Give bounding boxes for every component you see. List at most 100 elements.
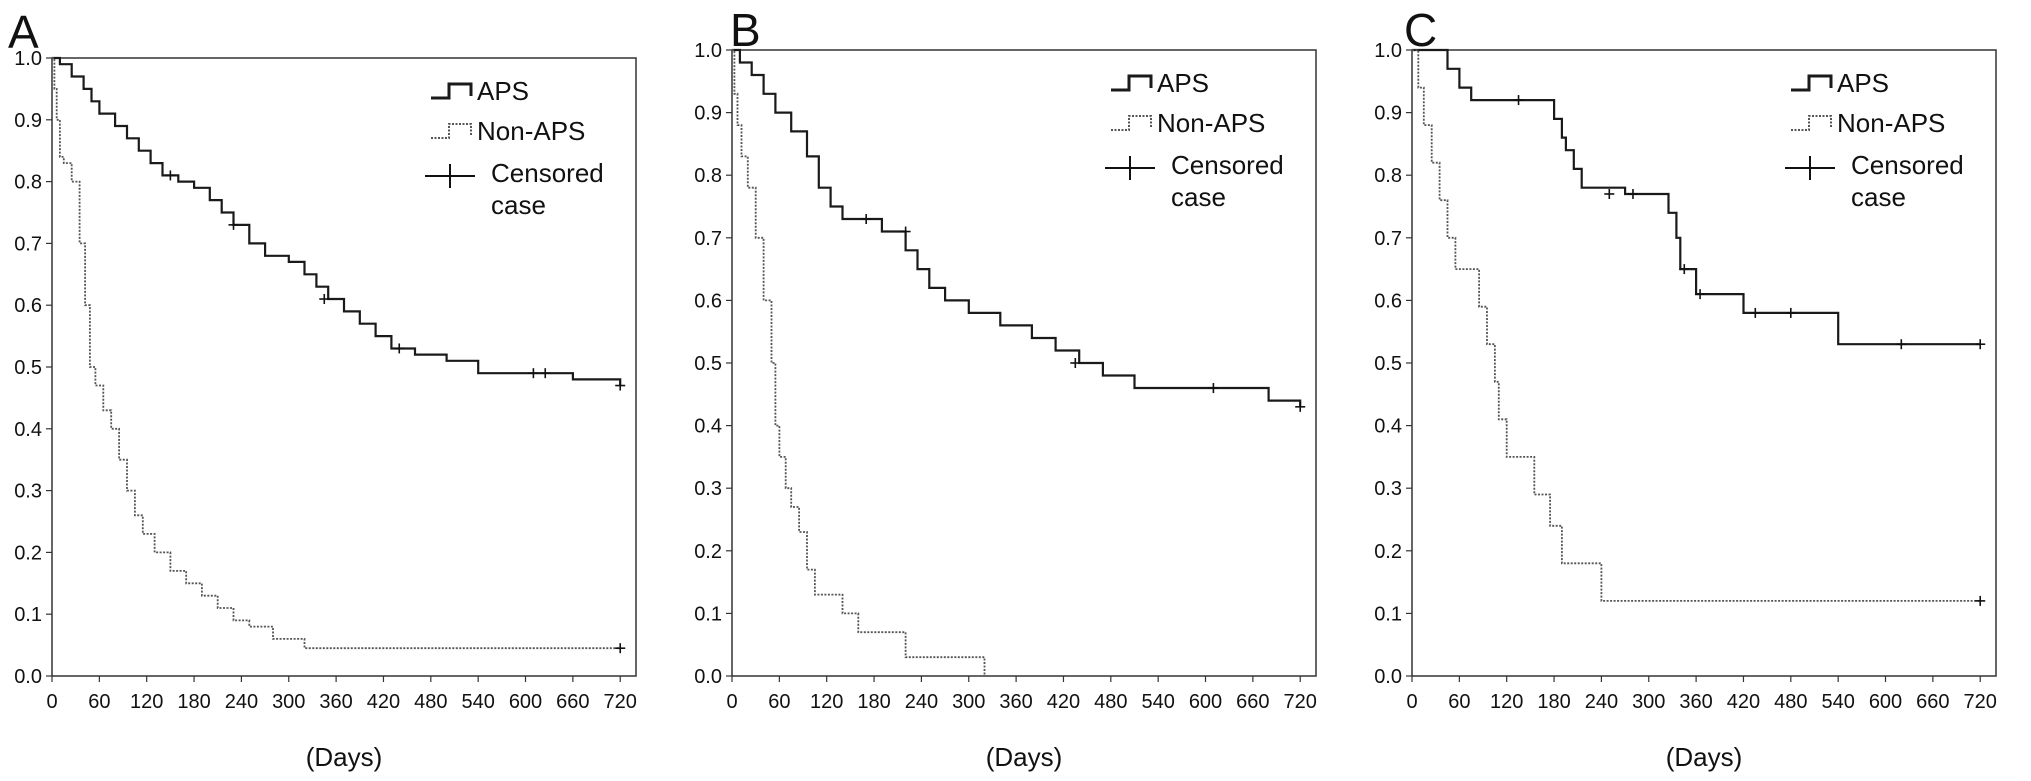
y-tick-label: 1.0: [694, 40, 722, 62]
censored-mark: [319, 294, 330, 305]
y-tick-label: 0.8: [694, 165, 722, 187]
x-tick-label: 360: [319, 691, 352, 713]
legend-key-non-aps: [1791, 115, 1832, 131]
legend: APS Non-APS Censored case: [425, 76, 604, 220]
y-tick-label: 0.5: [1374, 353, 1402, 375]
y-tick-label: 0.6: [694, 290, 722, 312]
y-tick-label: 0.9: [14, 110, 42, 132]
legend-key-non-aps: [1111, 115, 1152, 131]
legend-label-censored: Censored case: [1851, 150, 1964, 212]
legend-label-aps: APS: [1837, 68, 1889, 98]
censored-mark: [1975, 595, 1986, 606]
censored-mark: [861, 214, 872, 225]
x-tick-label: 720: [1284, 691, 1317, 713]
y-tick-label: 0.8: [14, 172, 42, 194]
x-tick-label: 480: [1094, 691, 1127, 713]
y-tick-label: 0.3: [694, 478, 722, 500]
x-tick-label: 240: [1585, 691, 1618, 713]
legend: APS Non-APS Censored case: [1785, 68, 1964, 212]
legend: APS Non-APS Censored case: [1105, 68, 1284, 212]
series-line-aps: [1412, 48, 1981, 346]
censored-mark: [1750, 307, 1761, 318]
panel-label: A: [8, 6, 39, 58]
censored-mark: [1513, 95, 1524, 106]
y-tick-label: 0.0: [14, 666, 42, 688]
legend-label-non-aps: Non-APS: [477, 116, 585, 146]
censored-mark: [1604, 188, 1615, 199]
y-tick-label: 0.6: [1374, 290, 1402, 312]
x-tick-label: 180: [857, 691, 890, 713]
plot-frame: [731, 49, 1317, 677]
x-tick-label: 720: [604, 691, 637, 713]
x-tick-label: 540: [1141, 691, 1174, 713]
x-tick-label: 0: [726, 691, 737, 713]
y-tick-label: 0.7: [14, 233, 42, 255]
x-tick-label: 60: [88, 691, 110, 713]
x-axis-title: (Days): [986, 742, 1063, 772]
x-tick-label: 120: [130, 691, 163, 713]
y-tick-label: 0.4: [694, 416, 722, 438]
y-tick-label: 0.6: [14, 295, 42, 317]
censored-mark: [1295, 401, 1306, 412]
x-tick-label: 420: [367, 691, 400, 713]
censored-mark: [1975, 339, 1986, 350]
legend-label-censored-line1: Censored: [1851, 150, 1964, 180]
y-tick-label: 0.3: [1374, 478, 1402, 500]
censored-mark: [615, 380, 626, 391]
y-tick-label: 0.4: [1374, 416, 1402, 438]
x-tick-label: 660: [1236, 691, 1269, 713]
legend-label-non-aps: Non-APS: [1837, 108, 1945, 138]
x-tick-label: 180: [177, 691, 210, 713]
x-tick-label: 420: [1047, 691, 1080, 713]
x-tick-label: 540: [1821, 691, 1854, 713]
x-tick-label: 120: [810, 691, 843, 713]
x-tick-label: 480: [414, 691, 447, 713]
x-tick-label: 660: [556, 691, 589, 713]
legend-label-censored: Censored case: [491, 158, 604, 220]
censored-mark: [1208, 383, 1219, 394]
y-tick-label: 0.8: [1374, 165, 1402, 187]
censored-mark: [1695, 289, 1706, 300]
y-tick-label: 0.7: [1374, 228, 1402, 250]
legend-label-non-aps: Non-APS: [1157, 108, 1265, 138]
y-tick-label: 0.1: [14, 604, 42, 626]
censored-mark: [228, 219, 239, 230]
x-tick-label: 660: [1916, 691, 1949, 713]
y-tick-label: 0.5: [14, 357, 42, 379]
censored-mark: [1627, 188, 1638, 199]
y-tick-label: 0.0: [1374, 666, 1402, 688]
x-tick-label: 0: [46, 691, 57, 713]
y-tick-label: 0.2: [1374, 541, 1402, 563]
legend-key-aps: [1791, 74, 1833, 92]
chart-panel-b: B 0.0 0.1 0.2 0.3 0.4 0.5 0.6 0.7 0.8 0.9 1.0 0 60 120…: [694, 4, 1317, 772]
censored-mark: [165, 170, 176, 181]
panel-label: B: [730, 4, 761, 56]
x-tick-label: 480: [1774, 691, 1807, 713]
legend-label-censored-line1: Censored: [1171, 150, 1284, 180]
censored-mark: [394, 343, 405, 354]
y-tick-label: 0.2: [694, 541, 722, 563]
x-tick-label: 180: [1537, 691, 1570, 713]
legend-key-aps: [431, 82, 473, 100]
censored-mark: [900, 226, 911, 237]
x-tick-label: 600: [1869, 691, 1902, 713]
series-line-non-aps: [52, 57, 621, 650]
legend-label-censored-line2: case: [1171, 182, 1226, 212]
y-tick-label: 1.0: [1374, 40, 1402, 62]
y-tick-label: 0.1: [1374, 603, 1402, 625]
censored-mark: [615, 643, 626, 654]
y-tick-label: 0.7: [694, 228, 722, 250]
x-tick-label: 300: [952, 691, 985, 713]
legend-label-censored-line1: Censored: [491, 158, 604, 188]
legend-label-censored-line2: case: [1851, 182, 1906, 212]
x-tick-label: 240: [225, 691, 258, 713]
censored-mark: [1679, 264, 1690, 275]
y-tick-label: 0.3: [14, 481, 42, 503]
censored-mark: [1785, 307, 1796, 318]
x-tick-label: 420: [1727, 691, 1760, 713]
x-tick-label: 360: [1679, 691, 1712, 713]
panel-label: C: [1404, 4, 1437, 56]
y-tick-label: 0.1: [694, 603, 722, 625]
y-tick-label: 0.4: [14, 419, 42, 441]
